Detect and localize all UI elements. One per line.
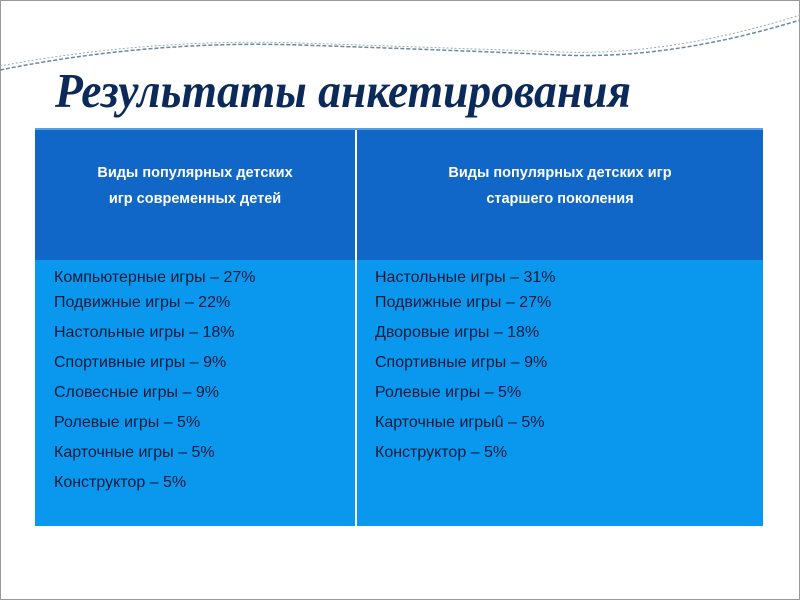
list-item: Конструктор – 5% xyxy=(375,444,508,461)
page-title: Результаты анкетирования xyxy=(55,63,631,118)
header-line: Виды популярных детских xyxy=(97,165,293,181)
column-modern-children: Компьютерные игры – 27% Подвижные игры –… xyxy=(35,260,355,526)
header-modern-children: Виды популярных детских игр современных … xyxy=(35,130,355,260)
list-item: Подвижные игры – 22% xyxy=(54,294,231,311)
list-item: Ролевые игры – 5% xyxy=(375,384,522,401)
results-table: Виды популярных детских игр современных … xyxy=(35,128,763,526)
column-older-generation: Настольные игры – 31% Подвижные игры – 2… xyxy=(357,260,763,526)
list-item: Настольные игры – 18% xyxy=(54,324,235,341)
list-item: Спортивные игры – 9% xyxy=(375,354,548,371)
decorative-swoosh xyxy=(0,14,800,71)
header-line: старшего поколения xyxy=(486,191,634,207)
list-item: Компьютерные игры – 27% xyxy=(54,269,256,286)
header-line: игр современных детей xyxy=(108,191,282,207)
list-item: Конструктор – 5% xyxy=(54,474,187,491)
list-item: Настольные игры – 31% xyxy=(375,269,556,286)
header-older-generation: Виды популярных детских игр старшего пок… xyxy=(357,130,763,260)
list-item: Подвижные игры – 27% xyxy=(375,294,552,311)
list-item: Ролевые игры – 5% xyxy=(54,414,201,431)
header-line: Виды популярных детских игр xyxy=(448,165,672,181)
list-item: Карточные игрыû – 5% xyxy=(375,414,545,431)
list-item: Спортивные игры – 9% xyxy=(54,354,227,371)
list-item: Карточные игры – 5% xyxy=(54,444,215,461)
column-divider xyxy=(355,130,357,526)
list-item: Дворовые игры – 18% xyxy=(375,324,540,341)
list-item: Словесные игры – 9% xyxy=(54,384,219,401)
